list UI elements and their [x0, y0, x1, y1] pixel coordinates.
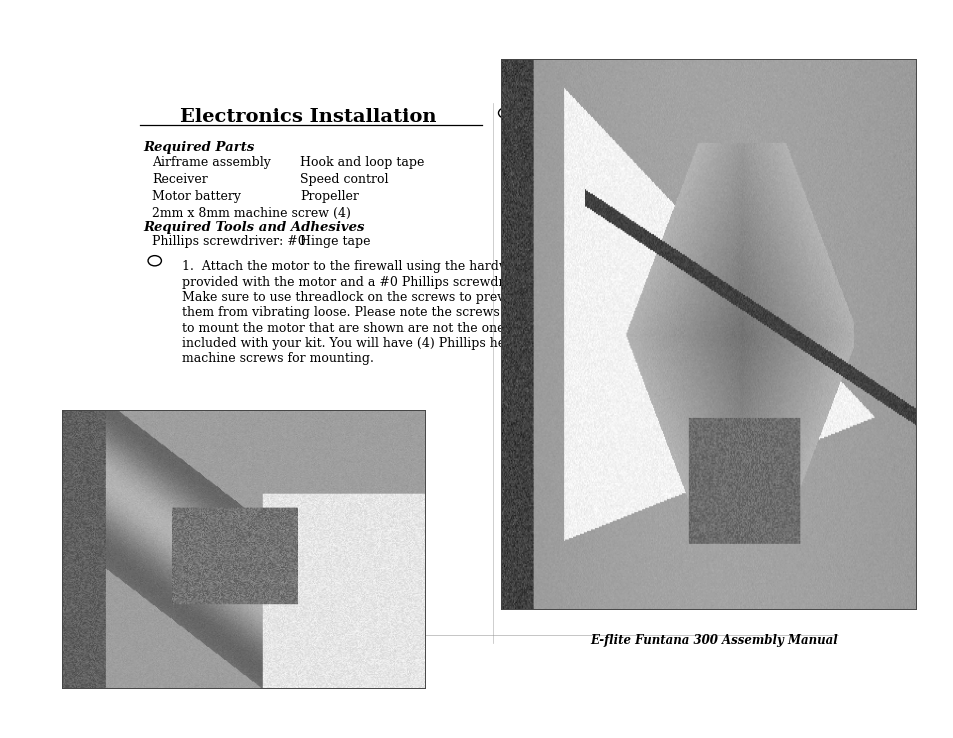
Text: 2mm x 8mm machine screw (4): 2mm x 8mm machine screw (4)	[152, 207, 351, 220]
Text: Hook and loop tape: Hook and loop tape	[300, 156, 424, 168]
Text: Hinge tape: Hinge tape	[300, 235, 371, 248]
Text: E-flite Funtana 300 Assembly Manual: E-flite Funtana 300 Assembly Manual	[590, 634, 837, 646]
Text: Required Parts: Required Parts	[143, 142, 254, 154]
Text: machine screws for mounting.: machine screws for mounting.	[182, 352, 374, 365]
Text: Motor battery: Motor battery	[152, 190, 240, 203]
Text: 20: 20	[140, 634, 157, 646]
Text: Required Tools and Adhesives: Required Tools and Adhesives	[143, 221, 364, 234]
Text: them from vibrating loose. Please note the screws: them from vibrating loose. Please note t…	[182, 306, 499, 320]
Text: to mount the motor that are shown are not the ones: to mount the motor that are shown are no…	[182, 322, 511, 334]
Text: 2.  Connect the leads from the speed control to the motor.: 2. Connect the leads from the speed cont…	[531, 112, 899, 125]
Text: included with your kit. You will have (4) Phillips head: included with your kit. You will have (4…	[182, 337, 520, 350]
Text: Electronics Installation: Electronics Installation	[179, 108, 436, 126]
Text: Make sure to use threadlock on the screws to prevent: Make sure to use threadlock on the screw…	[182, 291, 524, 304]
Text: provided with the motor and a #0 Phillips screwdriver.: provided with the motor and a #0 Phillip…	[182, 275, 531, 289]
Text: Phillips screwdriver: #0: Phillips screwdriver: #0	[152, 235, 305, 248]
Text: Airframe assembly: Airframe assembly	[152, 156, 271, 168]
Text: Propeller: Propeller	[300, 190, 359, 203]
Text: Speed control: Speed control	[300, 173, 389, 186]
Text: Receiver: Receiver	[152, 173, 208, 186]
Text: 1.  Attach the motor to the firewall using the hardware: 1. Attach the motor to the firewall usin…	[182, 261, 530, 273]
